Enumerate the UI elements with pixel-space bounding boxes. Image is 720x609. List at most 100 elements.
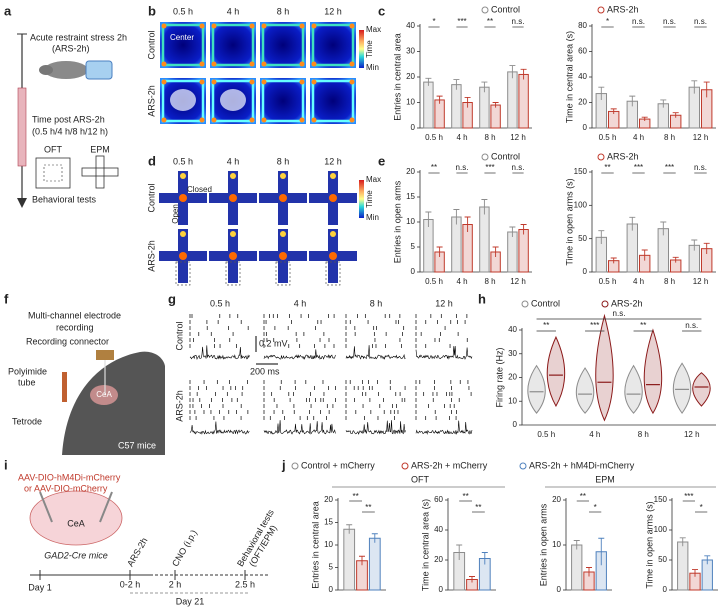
y-tick-label: 0 <box>583 267 588 276</box>
error-bar <box>425 211 432 227</box>
error-bar <box>598 230 605 244</box>
heatmap <box>310 78 356 124</box>
significance: *** <box>634 163 643 172</box>
significance: n.s. <box>456 163 469 172</box>
y-tick-label: 40 <box>578 72 587 81</box>
y-axis-title: Entries in central area <box>392 33 402 121</box>
y-tick-label: 20 <box>406 72 415 81</box>
oft-center <box>43 164 63 182</box>
heatmap-edge <box>311 79 355 123</box>
trace <box>415 345 473 360</box>
error-bar <box>520 68 527 80</box>
legend-label: Control + mCherry <box>301 460 375 470</box>
hotspot <box>329 194 337 202</box>
significance: * <box>700 503 703 512</box>
x-tick-label: 4 h <box>589 430 600 439</box>
bar <box>451 84 462 129</box>
hotspot <box>249 23 255 29</box>
label: Recording connector <box>26 336 109 346</box>
violin <box>692 372 711 407</box>
x-tick-label: 12 h <box>693 133 709 142</box>
error-bar <box>704 555 711 565</box>
error-bar <box>492 246 499 257</box>
x-tick-label: 0.5 h <box>599 277 617 286</box>
error-bar <box>641 116 648 121</box>
column-label: 0.5 h <box>210 298 230 308</box>
y-tick-label: 10 <box>508 396 517 405</box>
error-bar <box>641 249 648 261</box>
y-tick-label: 80 <box>578 21 587 30</box>
y-tick-label: 0 <box>557 585 562 594</box>
label: Min <box>366 213 379 222</box>
heatmap <box>260 78 306 124</box>
bar <box>451 216 462 273</box>
column-label: 12 h <box>324 156 342 166</box>
legend-marker <box>481 6 489 14</box>
y-tick-label: 20 <box>324 495 333 504</box>
significance: n.s. <box>632 17 645 26</box>
hotspot <box>279 252 287 260</box>
column-label: 12 h <box>324 6 342 16</box>
significance: *** <box>457 17 466 26</box>
epm-arm <box>81 167 119 177</box>
label: CNO (i.p.) <box>170 528 199 568</box>
significance: n.s. <box>694 163 707 172</box>
mouse-head <box>62 351 165 455</box>
open-arm-box <box>175 261 191 286</box>
y-tick-label: 5 <box>329 563 334 572</box>
x-tick-label: 12 h <box>510 277 526 286</box>
significance: * <box>594 503 597 512</box>
y-tick-label: 20 <box>508 373 517 382</box>
y-axis-title: Entries in central area <box>310 501 320 589</box>
label: Polyimide <box>8 366 47 376</box>
y-tick-label: 5 <box>411 242 416 251</box>
label: 2.5 h <box>235 579 255 589</box>
hotspot <box>249 79 255 85</box>
closed-label: Closed <box>187 185 212 194</box>
y-tick-label: 20 <box>434 555 443 564</box>
hotspot <box>349 117 355 123</box>
hotspot <box>229 194 237 202</box>
violin <box>546 335 566 408</box>
legend-label: Control <box>531 298 560 308</box>
y-tick-label: 15 <box>406 192 415 201</box>
y-tick-label: 30 <box>508 349 517 358</box>
hotspot <box>211 79 217 85</box>
bar <box>423 81 434 129</box>
error-bar <box>469 576 475 583</box>
error-bar <box>703 81 710 98</box>
hotspot <box>349 23 355 29</box>
label: GAD2-Cre mice <box>44 550 108 560</box>
open-arm-box <box>275 261 291 286</box>
label: (0.5 h/4 h/8 h/12 h) <box>32 126 108 136</box>
error-bar <box>573 540 580 550</box>
significance: ** <box>604 163 610 172</box>
tube <box>62 372 67 402</box>
error-bar <box>509 65 516 79</box>
hotspot <box>249 61 255 67</box>
panel-letter: e <box>378 153 385 168</box>
legend-marker <box>291 462 299 470</box>
error-bar <box>481 552 488 565</box>
significance: * <box>606 17 609 26</box>
y-tick-label: 10 <box>406 98 415 107</box>
significance: ** <box>365 503 371 512</box>
y-axis-title: Time in central area (s) <box>420 499 430 591</box>
brain-region <box>90 385 118 405</box>
significance: *** <box>684 492 693 501</box>
hotspot <box>179 194 187 202</box>
x-tick-label: 8 h <box>664 277 675 286</box>
label: Time post ARS-2h <box>32 114 105 124</box>
label: or AAV-DIO-mCherry <box>24 483 108 493</box>
trace <box>345 345 406 360</box>
significance: ** <box>543 321 549 330</box>
significance: ** <box>475 503 481 512</box>
x-tick-label: 12 h <box>510 133 526 142</box>
error-bar <box>436 246 443 257</box>
y-tick-label: 10 <box>552 540 561 549</box>
y-tick-label: 100 <box>574 200 588 209</box>
label: Max <box>366 175 381 184</box>
y-axis-title: Firing rate (Hz) <box>494 347 504 407</box>
column-label: 0.5 h <box>173 156 193 166</box>
